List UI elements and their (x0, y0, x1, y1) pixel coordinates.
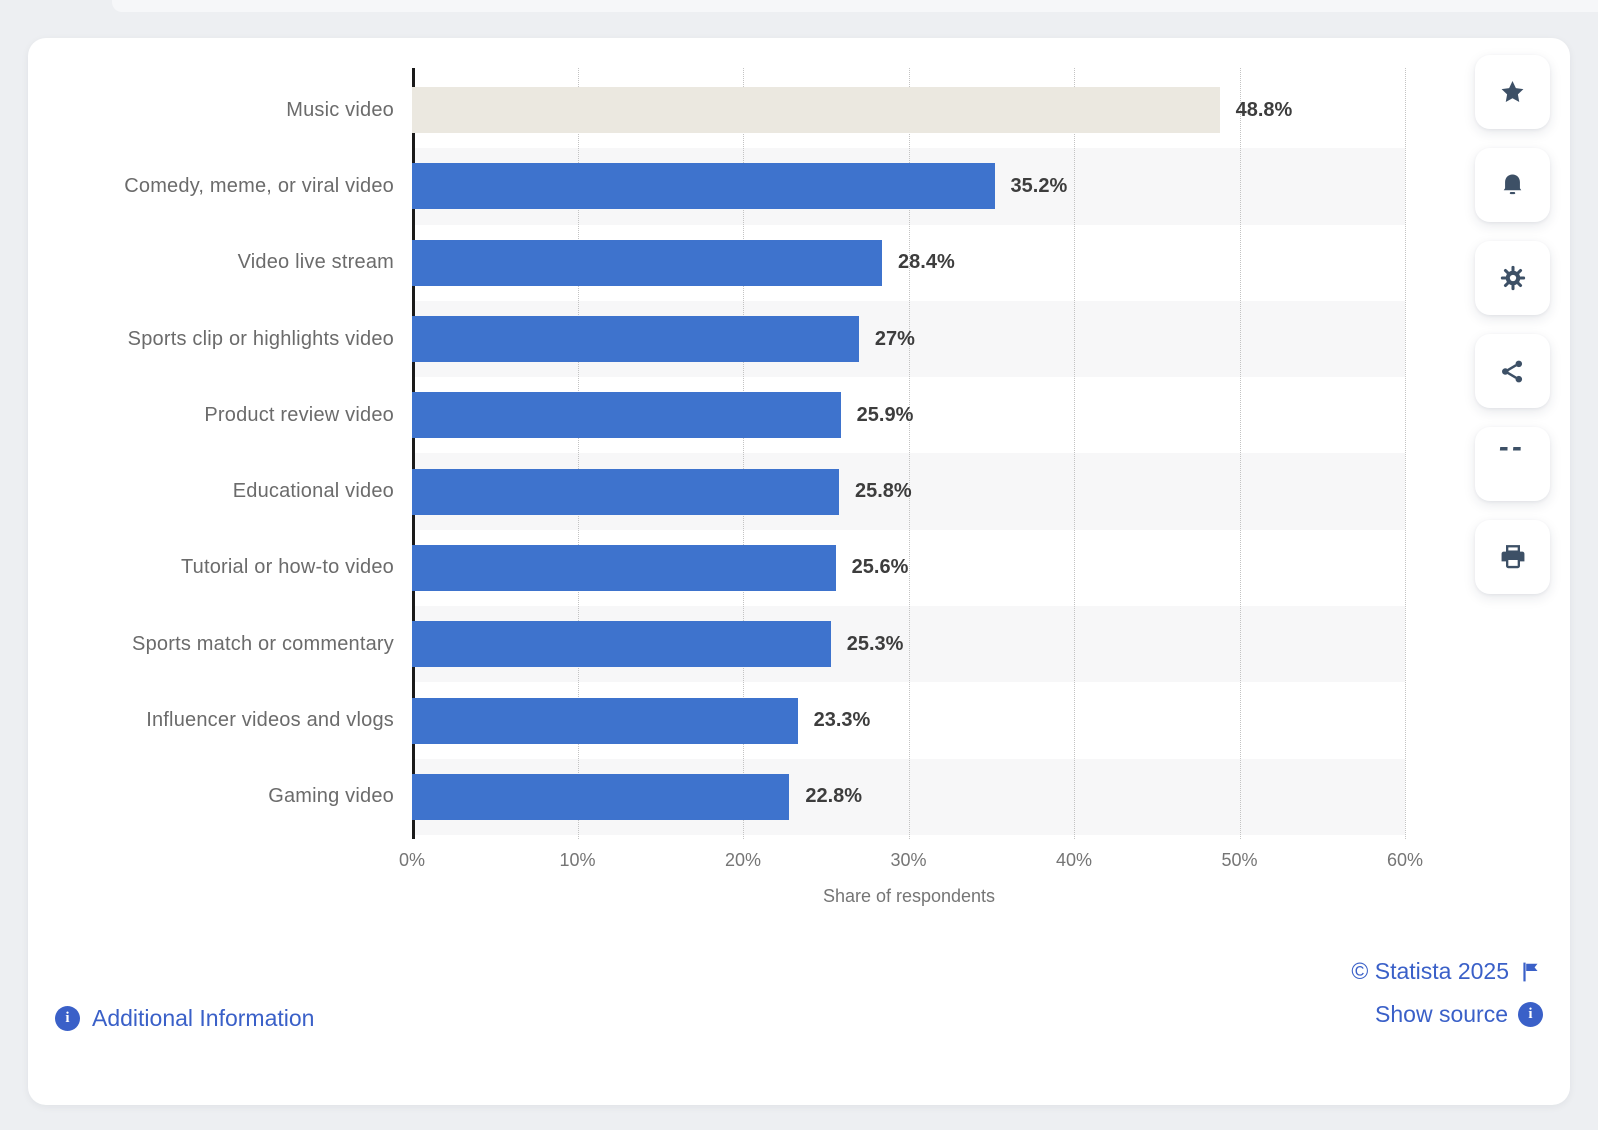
value-label: 25.3% (846, 632, 904, 655)
value-label: 22.8% (805, 785, 863, 808)
bell-icon (1503, 173, 1522, 194)
value-label: 35.2% (1010, 174, 1068, 197)
category-label: Tutorial or how-to video (180, 556, 394, 579)
bar-gaming-video[interactable] (412, 773, 790, 820)
bar-product-review-video[interactable] (412, 392, 841, 439)
chart-row: Gaming video 22.8% (28, 758, 1405, 835)
x-tick: 40% (1055, 850, 1093, 870)
chart-row: Comedy, meme, or viral video 35.2% (28, 148, 1405, 225)
category-label: Comedy, meme, or viral video (124, 174, 394, 197)
bar-track: 25.9% (412, 377, 1405, 453)
gear-icon (1500, 265, 1525, 291)
adjacent-card-edge (112, 0, 1598, 12)
show-source-label[interactable]: Show source (1375, 1001, 1508, 1027)
share-icon (1502, 360, 1523, 382)
x-tick: 50% (1221, 850, 1258, 870)
favorite-button[interactable] (1475, 55, 1550, 129)
additional-information-label[interactable]: Additional Information (92, 1005, 315, 1031)
chart-row: Tutorial or how-to video 25.6% (28, 530, 1405, 606)
info-icon: i (1518, 1002, 1543, 1027)
chart-card: Music video 48.8% Comedy, meme, or viral… (28, 38, 1570, 1105)
category-label: Video live stream (237, 251, 394, 274)
flag-icon (1523, 962, 1538, 981)
x-tick: 20% (724, 850, 762, 870)
bar-track: 25.6% (412, 530, 1405, 606)
chart-row: Sports clip or highlights video 27% (28, 300, 1405, 378)
show-source-line[interactable]: Show source i (1375, 1001, 1543, 1028)
category-label: Music video (286, 98, 394, 121)
copyright-line[interactable]: © Statista 2025 (1351, 958, 1543, 985)
bar-track: 28.4% (412, 225, 1405, 301)
value-label: 48.8% (1235, 98, 1293, 121)
bar-track: 27% (412, 300, 1405, 378)
bar-comedy-meme-viral-video[interactable] (412, 163, 995, 210)
chart-row: Product review video 25.9% (28, 377, 1405, 453)
bar-sports-clip-highlights-video[interactable] (412, 316, 859, 363)
footer-source-block: © Statista 2025 Show source i (1351, 958, 1543, 1028)
star-icon (1501, 80, 1524, 102)
bar-track: 22.8% (412, 758, 1405, 835)
category-label: Gaming video (268, 785, 394, 808)
value-label: 27% (874, 327, 915, 350)
statista-copyright-label[interactable]: © Statista 2025 (1351, 958, 1509, 984)
chart-row: Educational video 25.8% (28, 453, 1405, 530)
quote-icon: “ (1495, 447, 1530, 481)
bar-sports-match-commentary[interactable] (412, 621, 831, 668)
category-label: Sports match or commentary (132, 632, 394, 655)
chart-row: Music video 48.8% (28, 72, 1405, 148)
chart-row: Sports match or commentary 25.3% (28, 606, 1405, 683)
alerts-button[interactable] (1475, 148, 1550, 222)
x-tick: 0% (398, 850, 426, 870)
bar-tutorial-how-to-video[interactable] (412, 544, 836, 591)
share-button[interactable] (1475, 334, 1550, 408)
bar-chart: Music video 48.8% Comedy, meme, or viral… (28, 72, 1405, 835)
x-tick: 10% (559, 850, 596, 870)
category-label: Sports clip or highlights video (127, 327, 394, 350)
x-tick: 30% (890, 850, 927, 870)
print-button[interactable] (1475, 520, 1550, 594)
bar-track: 25.3% (412, 606, 1405, 683)
bar-music-video[interactable] (412, 87, 1220, 134)
value-label: 25.8% (854, 480, 912, 503)
bar-track: 35.2% (412, 148, 1405, 225)
x-tick: 60% (1386, 850, 1424, 870)
chart-row: Influencer videos and vlogs 23.3% (28, 682, 1405, 758)
settings-button[interactable] (1475, 241, 1550, 315)
gridline-60pct (1405, 68, 1406, 839)
additional-information-link[interactable]: i Additional Information (55, 1005, 314, 1032)
bar-educational-video[interactable] (412, 468, 839, 515)
bar-track: 25.8% (412, 453, 1405, 530)
bar-track: 48.8% (412, 72, 1405, 148)
category-label: Educational video (232, 480, 394, 503)
value-label: 23.3% (813, 709, 871, 732)
value-label: 28.4% (898, 251, 955, 274)
printer-icon (1501, 545, 1524, 569)
bar-track: 23.3% (412, 682, 1405, 758)
info-icon: i (55, 1006, 80, 1031)
category-label: Influencer videos and vlogs (146, 709, 394, 732)
value-label: 25.9% (856, 403, 914, 426)
bar-video-live-stream[interactable] (412, 239, 883, 286)
x-axis-title: Share of respondents (822, 886, 996, 906)
bar-influencer-videos-vlogs[interactable] (412, 697, 798, 744)
value-label: 25.6% (851, 556, 909, 579)
cite-button[interactable]: “ (1475, 427, 1550, 501)
chart-row: Video live stream 28.4% (28, 225, 1405, 301)
category-label: Product review video (204, 403, 394, 426)
x-axis-ticks: 0% 10% 20% 30% 40% 50% 60% (399, 850, 1423, 874)
